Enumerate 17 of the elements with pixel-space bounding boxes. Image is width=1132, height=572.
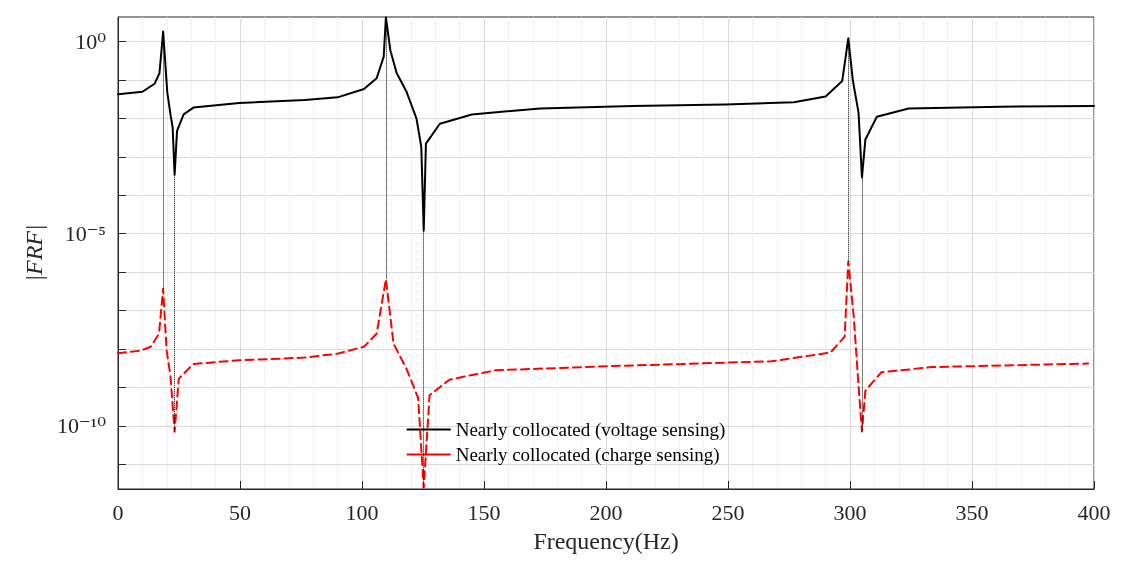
x-tick-label: 150 bbox=[467, 499, 501, 525]
y-tick-label: 10⁻¹⁰ bbox=[56, 413, 107, 439]
x-tick-label: 0 bbox=[112, 499, 124, 525]
x-tick-label: 300 bbox=[833, 499, 867, 525]
x-tick-label: 100 bbox=[345, 499, 379, 525]
x-tick-label: 50 bbox=[229, 499, 251, 525]
legend-label: Nearly collocated (charge sensing) bbox=[455, 444, 720, 466]
legend-label: Nearly collocated (voltage sensing) bbox=[455, 419, 726, 441]
x-axis-title: Frequency(Hz) bbox=[533, 528, 679, 554]
line-series bbox=[117, 260, 1090, 489]
x-tick-label: 200 bbox=[589, 499, 623, 525]
y-tick-label: 10⁰ bbox=[75, 28, 107, 54]
x-tick-label: 250 bbox=[711, 499, 745, 525]
x-tick-label: 400 bbox=[1077, 499, 1111, 525]
y-tick-label: 10⁻⁵ bbox=[64, 221, 106, 247]
x-tick-label: 350 bbox=[955, 499, 989, 525]
y-axis-title: |FRF| bbox=[21, 224, 48, 282]
